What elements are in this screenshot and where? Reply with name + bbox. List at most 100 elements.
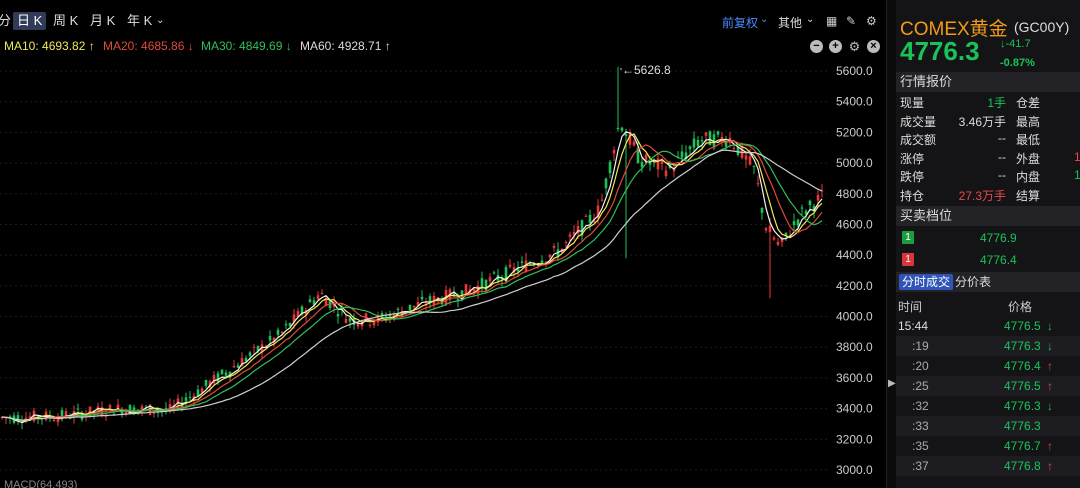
candle-body xyxy=(584,215,588,217)
y-axis-tick: 4800.0 xyxy=(836,187,873,201)
tick-price: 4776.3 xyxy=(1004,339,1041,353)
pen-icon[interactable]: ✎ xyxy=(846,14,857,28)
candle-body xyxy=(144,406,148,408)
candle-body xyxy=(112,413,116,416)
period-tab-week[interactable]: 周 K xyxy=(53,13,79,28)
candle-body xyxy=(412,305,416,308)
zoom-out-icon[interactable]: − xyxy=(810,40,823,53)
ma20-value: MA20: 4685.86 ↓ xyxy=(103,39,194,53)
candle-body xyxy=(56,417,60,423)
candle-body xyxy=(808,200,812,206)
candle-body xyxy=(820,190,824,192)
candle-body xyxy=(520,261,524,263)
level-badge: 1 xyxy=(902,231,914,244)
peak-price-label: ←5626.8 xyxy=(622,63,671,77)
candle-body xyxy=(136,409,140,411)
candle-body xyxy=(356,323,360,327)
zoom-in-icon[interactable]: + xyxy=(829,40,842,53)
candle-body xyxy=(672,168,676,172)
quote-row: 成交额 -- 最低 xyxy=(896,131,1080,149)
candle-body xyxy=(248,352,252,356)
chevron-down-icon[interactable]: ⌄ xyxy=(156,15,165,26)
candle-body xyxy=(776,241,780,245)
candle-body xyxy=(16,415,20,422)
candle-body xyxy=(780,237,784,243)
other-dropdown[interactable]: 其他 xyxy=(778,16,803,30)
instrument-name: COMEX黄金 xyxy=(900,19,1008,40)
chevron-down-icon[interactable]: ⌄ xyxy=(806,14,815,25)
period-tab-month[interactable]: 月 K xyxy=(90,13,116,28)
period-tab-day[interactable]: 日 K xyxy=(13,12,47,30)
chevron-down-icon[interactable]: ⌄ xyxy=(760,14,769,25)
tick-price: 4776.5 xyxy=(1004,379,1041,393)
candle-body xyxy=(200,388,204,393)
panel-divider[interactable]: ▶ xyxy=(886,0,897,488)
candle-body xyxy=(360,323,364,326)
candle-body xyxy=(124,410,128,415)
candle-body xyxy=(492,272,496,274)
candle-body xyxy=(680,151,684,158)
candle-body xyxy=(168,404,172,411)
candle-body xyxy=(768,225,772,232)
candle-body xyxy=(220,369,224,375)
candle-body xyxy=(660,159,664,164)
candle-body xyxy=(152,412,156,414)
candle-body xyxy=(512,267,516,273)
candle-body xyxy=(296,311,300,318)
level-badge: 1 xyxy=(902,253,914,266)
tab-time-sales[interactable]: 分时成交 xyxy=(899,274,954,290)
adjust-dropdown[interactable]: 前复权 xyxy=(722,16,759,30)
order-book-title: 买卖档位 xyxy=(900,208,953,223)
up-arrow-icon: ↑ xyxy=(1047,359,1053,373)
quote-row: 现量 1手 仓差 xyxy=(896,94,1080,112)
tick-time: :20 xyxy=(912,359,929,373)
tick-row: :32 4776.3 ↓ xyxy=(896,396,1080,416)
ma30-value: MA30: 4849.69 ↓ xyxy=(201,39,292,53)
candle-body xyxy=(588,214,592,224)
candle-body xyxy=(756,183,760,185)
grid-icon[interactable]: ▦ xyxy=(826,14,838,28)
y-axis-tick: 5200.0 xyxy=(836,125,873,139)
candle-body xyxy=(632,141,636,146)
candle-body xyxy=(472,288,476,293)
candle-body xyxy=(292,314,296,323)
order-book-row[interactable]: 1 4776.9 xyxy=(896,228,1080,248)
tick-row: :25 4776.5 ↑ xyxy=(896,376,1080,396)
tick-table-header: 时间 价格 xyxy=(896,295,1080,315)
close-icon[interactable]: × xyxy=(867,40,880,53)
tab-price-volume[interactable]: 分价表 xyxy=(955,275,992,289)
expand-arrow-icon[interactable]: ▶ xyxy=(888,378,896,389)
settings-icon[interactable]: ⚙ xyxy=(866,14,877,28)
candle-body xyxy=(408,304,412,311)
quote-panel: COMEX黄金 (GC00Y) 4776.3 ↓-41.7 -0.87% 行情报… xyxy=(896,0,1080,488)
candle-body xyxy=(28,416,32,419)
candle-body xyxy=(548,254,552,258)
y-axis-tick: 5400.0 xyxy=(836,95,873,109)
down-arrow-icon: ↓ xyxy=(1047,399,1053,413)
period-tab-year[interactable]: 年 K xyxy=(127,13,153,28)
candle-body xyxy=(236,365,240,368)
candle-body xyxy=(416,302,420,307)
candle-body xyxy=(276,329,280,335)
period-tab-minute[interactable]: 分 xyxy=(0,13,12,28)
candle-body xyxy=(700,140,704,142)
candle-body xyxy=(212,375,216,384)
candle-body xyxy=(732,148,736,150)
candle-body xyxy=(232,365,236,368)
candle-body xyxy=(176,398,180,405)
ma60-value: MA60: 4928.71 ↑ xyxy=(300,39,391,53)
candle-body xyxy=(744,155,748,160)
candle-body xyxy=(800,207,804,209)
order-book-row[interactable]: 1 4776.4 xyxy=(896,250,1080,270)
candle-body xyxy=(188,396,192,398)
candle-body xyxy=(656,158,660,170)
quote-label: 仓差 xyxy=(1016,96,1041,110)
candle-body xyxy=(4,417,8,419)
settings-icon[interactable]: ⚙ xyxy=(848,39,861,54)
tick-price: 4776.4 xyxy=(1004,359,1041,373)
candlestick-chart[interactable]: 5600.0 5400.0 5200.0 5000.0 4800.0 4600.0 4400… xyxy=(0,60,886,488)
candle-body xyxy=(348,317,352,322)
candle-body xyxy=(268,335,272,341)
market-quote-title: 行情报价 xyxy=(900,74,953,89)
quote-value: 27.3万手 xyxy=(958,188,1006,203)
